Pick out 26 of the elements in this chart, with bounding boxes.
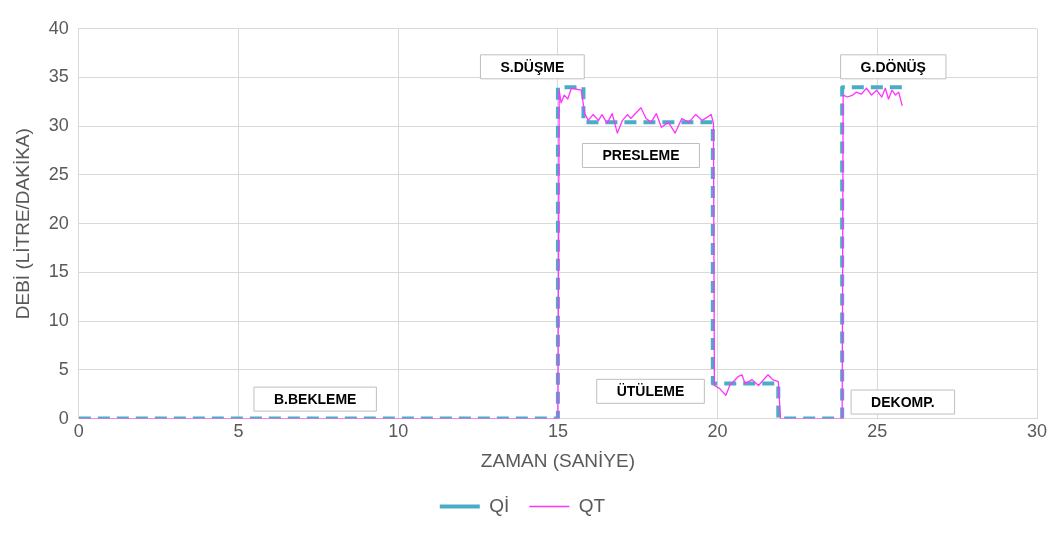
x-tick-label: 0 xyxy=(73,421,84,442)
y-tick-label: 20 xyxy=(48,212,69,233)
legend-label: QT xyxy=(578,494,606,516)
x-tick-label: 20 xyxy=(707,421,728,442)
y-axis-title: DEBİ (LİTRE/DAKİKA) xyxy=(11,128,33,320)
annotation: B.BEKLEME xyxy=(273,390,357,407)
x-tick-label: 15 xyxy=(547,421,568,442)
x-tick-label: 5 xyxy=(233,421,244,442)
y-tick-label: 0 xyxy=(58,407,69,428)
annotation: ÜTÜLEME xyxy=(616,383,685,400)
x-tick-label: 25 xyxy=(867,421,888,442)
annotation: PRESLEME xyxy=(602,147,680,164)
y-tick-label: 30 xyxy=(48,115,69,136)
y-tick-label: 25 xyxy=(48,163,69,184)
y-tick-label: 5 xyxy=(58,358,69,379)
annotation: DEKOMP. xyxy=(871,393,935,410)
annotation: S.DÜŞME xyxy=(500,58,565,75)
y-tick-label: 10 xyxy=(48,310,69,331)
y-tick-label: 40 xyxy=(48,17,69,38)
annotation: G.DÖNÜŞ xyxy=(860,58,926,75)
x-axis-title: ZAMAN (SANİYE) xyxy=(480,449,635,471)
x-tick-label: 10 xyxy=(388,421,409,442)
legend-label: Qİ xyxy=(489,494,510,516)
y-tick-label: 15 xyxy=(48,261,69,282)
x-tick-label: 30 xyxy=(1026,421,1048,442)
y-tick-label: 35 xyxy=(48,66,69,87)
